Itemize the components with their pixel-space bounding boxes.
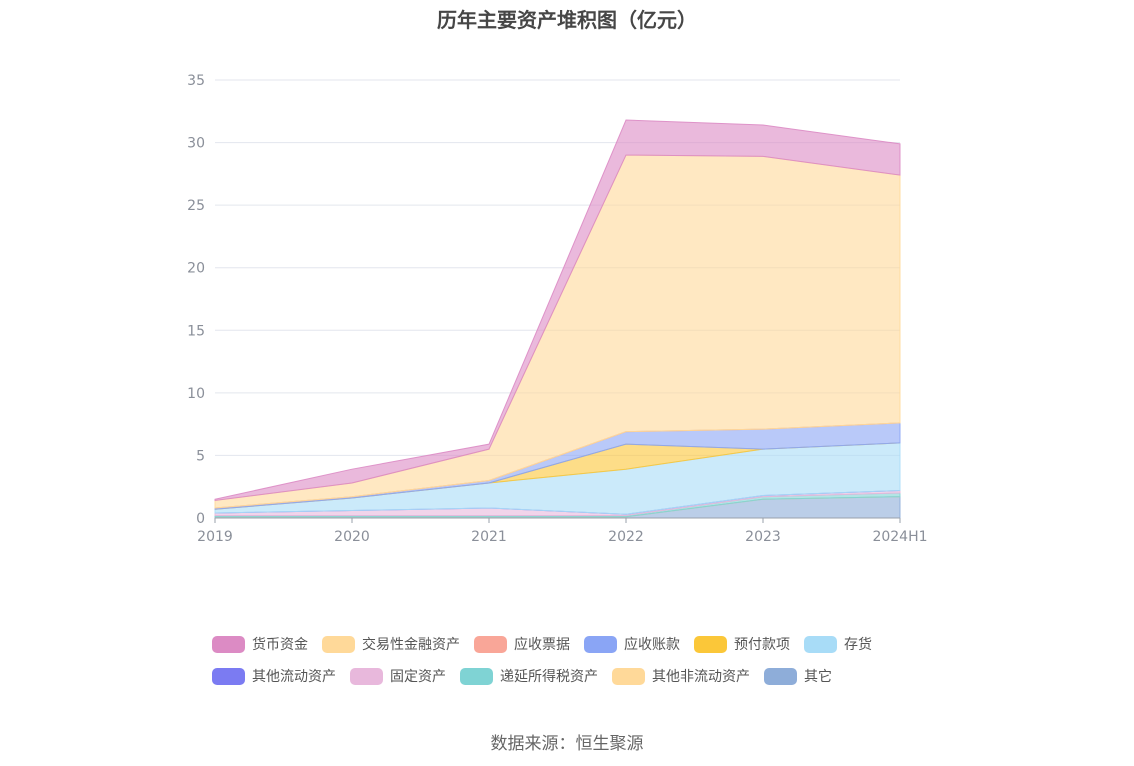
legend-label: 预付款项 [734, 637, 790, 653]
area-layer [214, 119, 901, 519]
legend-label: 固定资产 [390, 669, 446, 685]
legend-item[interactable]: 固定资产 [350, 666, 446, 686]
x-tick-label: 2019 [197, 529, 233, 545]
legend-swatch [322, 635, 355, 653]
legend-label: 存货 [844, 637, 872, 653]
legend-label: 其他流动资产 [252, 669, 336, 685]
axis-layer: 0 5 10 15 20 25 30 35 2019 2020 2021 2022 2023 2024H1 [187, 73, 927, 545]
legend-swatch [764, 667, 797, 685]
legend-swatch [584, 635, 617, 653]
legend-swatch [804, 635, 837, 653]
legend-swatch [460, 667, 493, 685]
legend-item[interactable]: 应收账款 [584, 634, 680, 654]
legend-item[interactable]: 递延所得税资产 [460, 666, 598, 686]
y-tick-label: 5 [196, 448, 205, 464]
data-source: 数据来源：恒生聚源 [490, 734, 644, 754]
y-tick-label: 15 [187, 323, 205, 339]
legend-label: 应收账款 [624, 637, 680, 653]
x-tick-label: 2020 [334, 529, 370, 545]
x-tick-label: 2022 [608, 529, 644, 545]
y-tick-label: 20 [187, 261, 205, 277]
legend-item[interactable]: 其它 [764, 666, 832, 686]
x-tick-label: 2021 [471, 529, 507, 545]
legend-item[interactable]: 交易性金融资产 [322, 634, 460, 654]
legend-swatch [694, 635, 727, 653]
y-tick-label: 25 [187, 198, 205, 214]
legend-label: 应收票据 [514, 637, 570, 653]
legend-row: 其他流动资产 固定资产 递延所得税资产 其他非流动资产 其它 [212, 660, 972, 692]
stacked-area-chart: 0 5 10 15 20 25 30 35 2019 2020 2021 2022 2023 2024H1 [187, 73, 927, 545]
legend-label: 递延所得税资产 [500, 669, 598, 685]
legend-label: 其他非流动资产 [652, 669, 750, 685]
area-货币资金 [214, 119, 901, 502]
legend-item[interactable]: 其他流动资产 [212, 666, 336, 686]
x-tick-label: 2023 [745, 529, 781, 545]
y-tick-label: 35 [187, 73, 205, 89]
y-tick-label: 10 [187, 386, 205, 402]
legend-item[interactable]: 货币资金 [212, 634, 308, 654]
y-tick-label: 0 [196, 511, 205, 527]
legend-label: 交易性金融资产 [362, 637, 460, 653]
chart-title: 历年主要资产堆积图（亿元） [437, 8, 697, 32]
legend-row: 货币资金 交易性金融资产 应收票据 应收账款 预付款项 存货 [212, 628, 972, 660]
x-tick-label: 2024H1 [872, 529, 927, 545]
legend-label: 货币资金 [252, 637, 308, 653]
legend-label: 其它 [804, 669, 832, 685]
legend-swatch [474, 635, 507, 653]
legend-swatch [612, 667, 645, 685]
legend-item[interactable]: 其他非流动资产 [612, 666, 750, 686]
legend-item[interactable]: 预付款项 [694, 634, 790, 654]
legend-item[interactable]: 应收票据 [474, 634, 570, 654]
legend-item[interactable]: 存货 [804, 634, 872, 654]
legend: 货币资金 交易性金融资产 应收票据 应收账款 预付款项 存货其他流动资产 固定资产 递延所得税… [212, 628, 972, 692]
legend-swatch [212, 667, 245, 685]
y-tick-label: 30 [187, 136, 205, 152]
legend-swatch [350, 667, 383, 685]
legend-swatch [212, 635, 245, 653]
